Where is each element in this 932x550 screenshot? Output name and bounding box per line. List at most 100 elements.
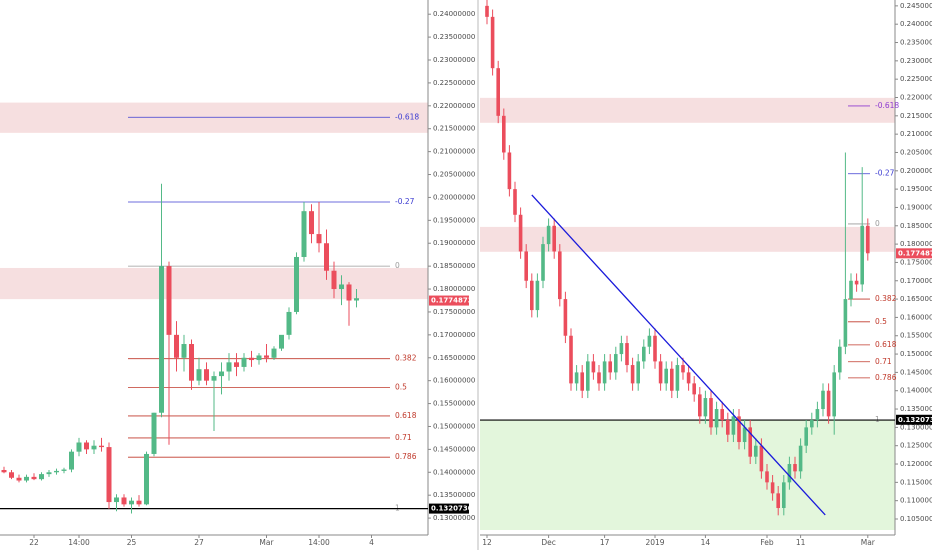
candle-body xyxy=(726,420,730,435)
x-tick-label: 25 xyxy=(127,538,137,547)
fib-label: 0 xyxy=(875,219,880,228)
x-tick-label: 12 xyxy=(482,538,492,547)
candle-body xyxy=(832,372,836,417)
fib-label: -0.27 xyxy=(395,197,415,206)
y-tick-label: 0.15500000 xyxy=(433,400,475,408)
x-tick-label: Mar xyxy=(259,538,274,547)
candle-body xyxy=(286,311,292,335)
candle-body xyxy=(241,357,247,367)
candle-body xyxy=(174,334,179,358)
y-tick-label: 0.17000000 xyxy=(433,331,475,339)
y-tick-label: 0.17000000 xyxy=(900,277,932,285)
candle-body xyxy=(114,497,119,503)
candle-body xyxy=(754,445,758,457)
candle-body xyxy=(524,251,528,281)
candle-body xyxy=(346,284,352,301)
y-tick-label: 0.13500000 xyxy=(433,491,475,499)
fib-label: 0.786 xyxy=(875,373,897,382)
candle-body xyxy=(709,398,713,428)
zone xyxy=(0,102,428,133)
y-tick-label: 0.18500000 xyxy=(433,262,475,270)
candle-body xyxy=(658,361,663,384)
candle-body xyxy=(692,383,696,395)
candle-body xyxy=(541,244,545,281)
candle-body xyxy=(99,445,104,448)
y-tick-label: 0.14500000 xyxy=(900,368,932,376)
candle-body xyxy=(196,369,202,381)
candle-body xyxy=(821,390,825,410)
trendline xyxy=(531,194,826,516)
candle-body xyxy=(608,361,612,373)
y-tick-label: 0.24000000 xyxy=(433,10,475,18)
fib-label: 0.382 xyxy=(875,294,897,303)
fib-label: -0.618 xyxy=(875,101,899,110)
y-tick-label: 0.18500000 xyxy=(900,222,932,230)
candle-body xyxy=(316,234,322,244)
y-tick-label: 0.13500000 xyxy=(900,405,932,413)
y-tick-label: 0.19500000 xyxy=(433,216,475,224)
candle-body xyxy=(770,482,775,494)
y-tick-label: 0.14500000 xyxy=(433,445,475,453)
candle-body xyxy=(558,251,562,300)
candle-body xyxy=(256,355,262,361)
candle-body xyxy=(664,368,668,384)
candle-body xyxy=(787,464,792,483)
candle-body xyxy=(866,225,870,254)
price-label: 0.13207300 xyxy=(898,416,932,424)
y-tick-label: 0.21000000 xyxy=(433,148,475,156)
candle-body xyxy=(226,362,232,372)
fib-label: -0.27 xyxy=(875,169,895,178)
candle-body xyxy=(513,189,517,215)
candle-body xyxy=(854,280,859,285)
candle-body xyxy=(189,344,194,381)
y-tick-label: 0.22000000 xyxy=(433,102,475,110)
candle-body xyxy=(720,409,724,421)
candle-body xyxy=(490,16,495,69)
y-tick-label: 0.16000000 xyxy=(900,313,932,321)
y-tick-label: 0.23000000 xyxy=(900,57,932,65)
y-tick-label: 0.16500000 xyxy=(900,295,932,303)
candle-body xyxy=(339,284,344,290)
candle-body xyxy=(798,445,803,472)
y-tick-label: 0.13000000 xyxy=(433,514,475,522)
candle-body xyxy=(742,427,747,443)
candle-body xyxy=(647,335,652,347)
y-tick-label: 0.13000000 xyxy=(900,423,932,431)
y-tick-label: 0.11000000 xyxy=(900,497,932,505)
y-tick-label: 0.24000000 xyxy=(900,20,932,28)
candle-body xyxy=(580,372,584,391)
candle-body xyxy=(279,334,284,349)
x-tick-label: 14:00 xyxy=(68,538,90,547)
y-tick-label: 0.23500000 xyxy=(900,39,932,47)
price-label-box xyxy=(429,295,469,306)
candle-body xyxy=(793,464,797,472)
candle-body xyxy=(485,5,489,17)
y-tick-label: 0.16000000 xyxy=(433,377,475,385)
y-tick-label: 0.14000000 xyxy=(433,468,475,476)
y-tick-label: 0.18000000 xyxy=(433,285,475,293)
y-tick-label: 0.15500000 xyxy=(900,332,932,340)
candle-body xyxy=(294,256,299,312)
candle-body xyxy=(748,427,752,457)
candle-body xyxy=(24,476,29,481)
x-tick-label: 11 xyxy=(796,538,806,547)
fib-label: 0 xyxy=(395,261,400,270)
candle-body xyxy=(234,362,239,367)
y-tick-label: 0.19500000 xyxy=(900,185,932,193)
zone xyxy=(480,97,895,123)
candle-body xyxy=(219,371,224,377)
candle-body xyxy=(765,471,769,483)
candle-body xyxy=(625,343,629,366)
candle-body xyxy=(76,442,82,452)
candle-body xyxy=(106,447,112,503)
y-tick-label: 0.22000000 xyxy=(900,93,932,101)
y-tick-label: 0.18000000 xyxy=(900,240,932,248)
candle-body xyxy=(681,365,685,373)
candle-body xyxy=(714,409,719,428)
candle-body xyxy=(507,152,512,190)
candle-body xyxy=(264,355,269,358)
y-tick-label: 0.20500000 xyxy=(900,148,932,156)
x-tick-label: 14:00 xyxy=(308,538,330,547)
candle-body xyxy=(546,225,551,245)
